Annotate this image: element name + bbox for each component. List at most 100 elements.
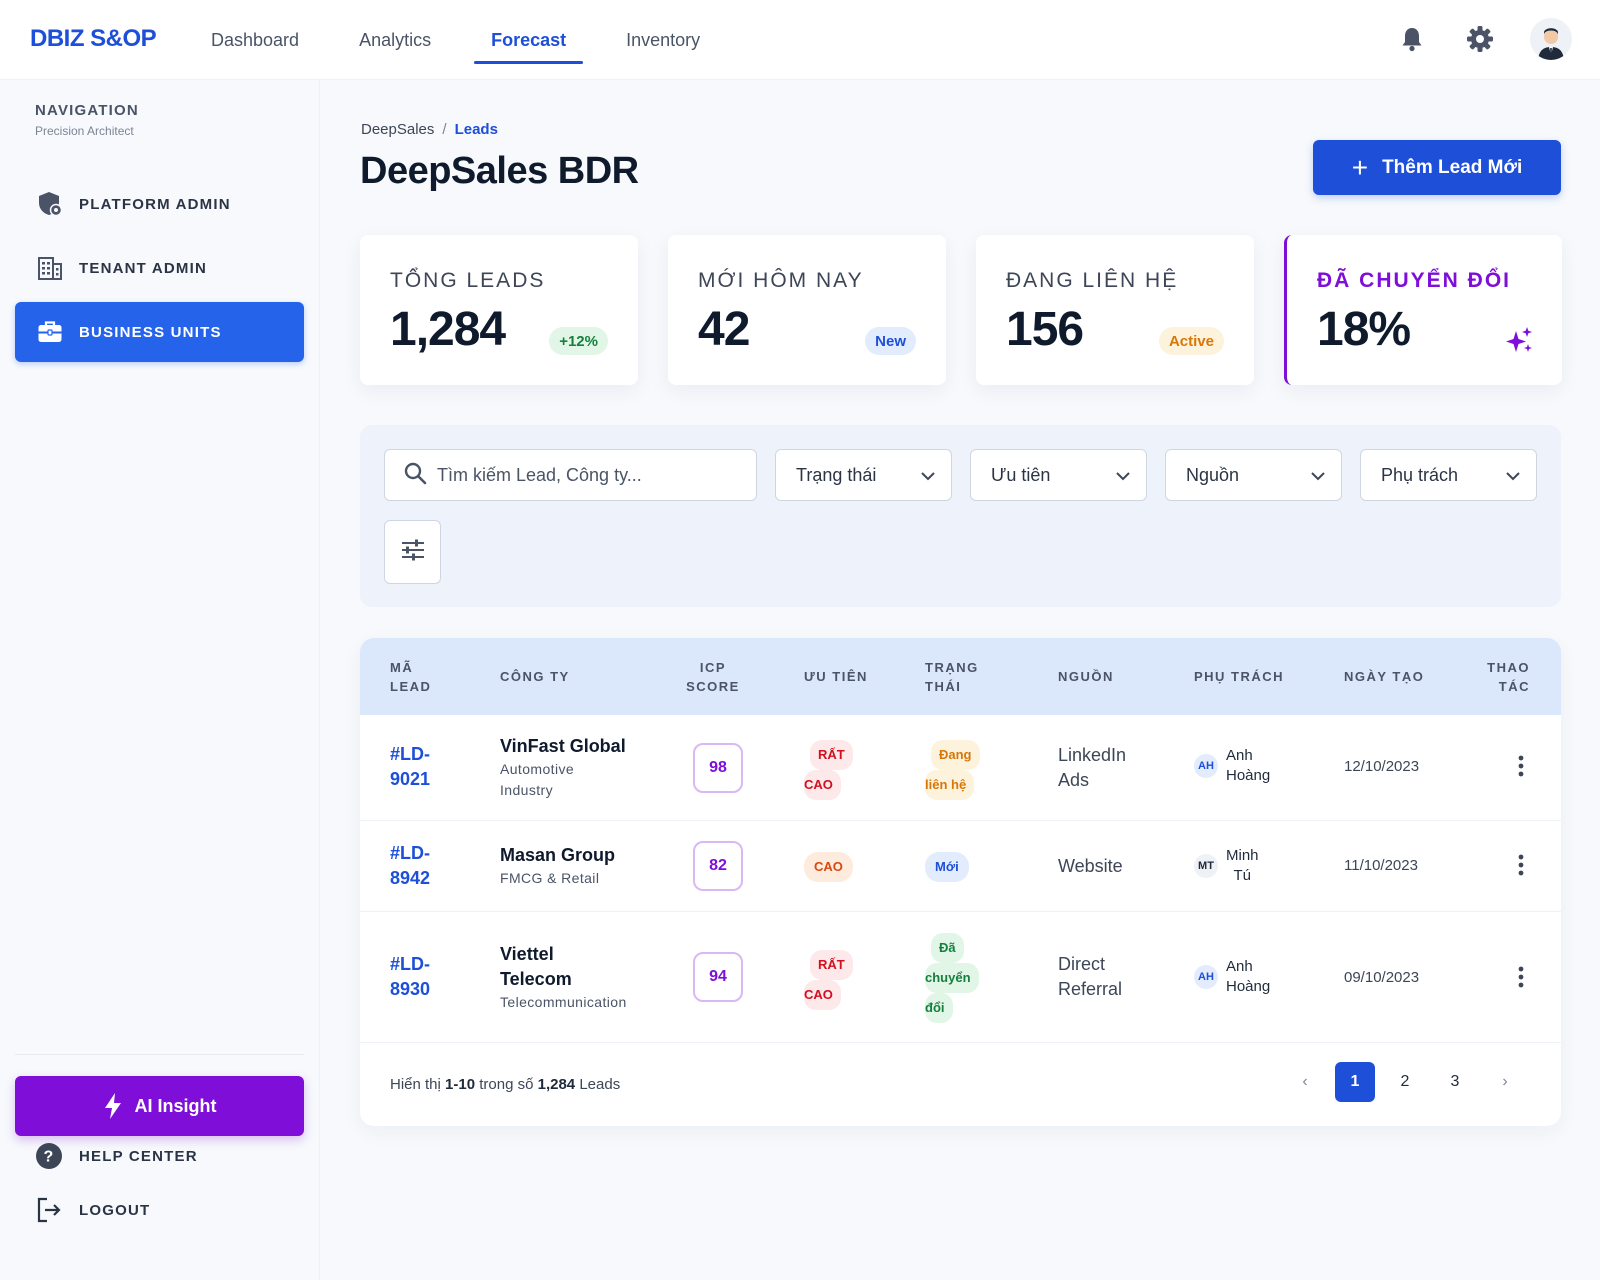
table-header: MÃ LEAD CÔNG TY ICP SCORE ƯU TIÊN TRẠNG THÁ… [360, 638, 1561, 715]
priority-filter-select[interactable]: Ưu tiên [970, 449, 1147, 501]
logout-label: LOGOUT [79, 1201, 151, 1219]
status-filter-select[interactable]: Trạng thái [775, 449, 952, 501]
sidebar-item-label: PLATFORM ADMIN [79, 195, 231, 213]
chevron-down-icon [1116, 465, 1130, 486]
sidebar: NAVIGATION Precision Architect PLATFORM … [0, 80, 320, 1280]
lead-id[interactable]: #LD- 8930 [390, 954, 431, 999]
kpi-badge: +12% [549, 327, 608, 355]
add-lead-button[interactable]: + Thêm Lead Mới [1313, 140, 1561, 195]
column-header-status[interactable]: TRẠNG THÁI [925, 660, 979, 694]
column-header-icp[interactable]: ICP SCORE [686, 660, 740, 694]
chevron-down-icon [921, 465, 935, 486]
brand-logo[interactable]: DBIZ S&OP [30, 25, 157, 52]
advanced-filter-button[interactable] [384, 520, 441, 584]
priority-badge: RẤT CAO [804, 950, 866, 1010]
created-date: 12/10/2023 [1344, 758, 1420, 775]
lead-id[interactable]: #LD- 8942 [390, 843, 431, 888]
kpi-label: TỔNG LEADS [390, 269, 546, 292]
nav-analytics[interactable]: Analytics [359, 29, 432, 50]
more-options-icon[interactable] [1511, 751, 1531, 781]
table-row[interactable]: #LD- 9021 VinFast Global Automotive Indust… [360, 715, 1561, 821]
select-label: Phụ trách [1381, 464, 1459, 485]
select-label: Nguồn [1186, 464, 1240, 485]
table-row[interactable]: #LD- 8942 Masan Group FMCG & Retail 82 CA… [360, 821, 1561, 912]
nav-inventory[interactable]: Inventory [626, 29, 701, 50]
column-header-created[interactable]: NGÀY TẠO [1344, 669, 1425, 684]
kpi-value: 156 [1006, 303, 1084, 356]
prev-page-button[interactable]: ‹ [1302, 1073, 1308, 1090]
lead-source: LinkedIn Ads [1058, 745, 1127, 790]
column-header-lead-id[interactable]: MÃ LEAD [390, 660, 432, 694]
column-header-actions: THAO TÁC [1487, 660, 1530, 694]
nav-forecast[interactable]: Forecast [474, 0, 584, 80]
sidebar-item-tenant-admin[interactable]: TENANT ADMIN [15, 238, 304, 298]
owner-name: Anh Hoàng [1226, 747, 1271, 784]
gear-icon[interactable] [1460, 19, 1500, 59]
kpi-label: ĐÃ CHUYỂN ĐỔI [1317, 269, 1512, 292]
page-button-2[interactable]: 2 [1400, 1073, 1410, 1090]
kpi-value: 42 [698, 303, 750, 356]
search-box[interactable] [384, 449, 757, 501]
bolt-icon [103, 1092, 123, 1120]
icp-score: 82 [693, 841, 743, 891]
kpi-badge: Active [1158, 327, 1224, 355]
select-label: Ưu tiên [991, 464, 1051, 485]
sidebar-item-platform-admin[interactable]: PLATFORM ADMIN [15, 174, 304, 234]
logout-link[interactable]: LOGOUT [35, 1196, 150, 1224]
table-row[interactable]: #LD- 8930 Viettel Telecom Telecommunicatio… [360, 912, 1561, 1043]
column-header-source[interactable]: NGUỒN [1058, 669, 1114, 684]
company-cell: VinFast Global Automotive Industry [500, 734, 626, 801]
breadcrumb: DeepSales / Leads [361, 121, 498, 138]
company-industry: Automotive Industry [500, 761, 575, 798]
svg-text:?: ? [44, 1149, 55, 1166]
search-input[interactable] [437, 464, 717, 486]
column-header-priority[interactable]: ƯU TIÊN [804, 669, 868, 684]
company-name: Masan Group [500, 845, 616, 865]
owner-avatar: AH [1194, 965, 1218, 989]
sidebar-header: NAVIGATION Precision Architect [35, 102, 139, 138]
owner-avatar: AH [1194, 754, 1218, 778]
building-icon [37, 255, 63, 281]
leads-table: MÃ LEAD CÔNG TY ICP SCORE ƯU TIÊN TRẠNG THÁ… [360, 638, 1561, 1126]
owner-name: Minh Tú [1226, 847, 1259, 884]
sidebar-title: NAVIGATION [35, 102, 139, 119]
status-badge: Đang liên hệ [925, 740, 987, 800]
sidebar-item-business-units[interactable]: BUSINESS UNITS [15, 302, 304, 362]
more-options-icon[interactable] [1511, 962, 1531, 992]
user-avatar[interactable] [1530, 18, 1572, 60]
kpi-value: 1,284 [390, 303, 506, 356]
help-center-link[interactable]: ? HELP CENTER [35, 1142, 198, 1170]
breadcrumb-current: Leads [454, 121, 498, 138]
source-filter-select[interactable]: Nguồn [1165, 449, 1342, 501]
company-industry: Telecommunication [500, 994, 627, 1010]
page-button-1[interactable]: 1 [1335, 1062, 1375, 1102]
next-page-button[interactable]: › [1502, 1073, 1508, 1090]
kpi-card-new-today: MỚI HÔM NAY 42 New [668, 235, 946, 385]
bell-icon[interactable] [1392, 19, 1432, 59]
lead-source: Direct Referral [1058, 954, 1123, 999]
pagination: ‹ 1 2 3 › [1275, 1062, 1525, 1102]
company-name: VinFast Global [500, 736, 626, 756]
help-icon: ? [35, 1142, 63, 1170]
logout-icon [35, 1196, 63, 1224]
column-header-company[interactable]: CÔNG TY [500, 669, 570, 684]
kpi-value: 18% [1317, 303, 1411, 356]
owner-avatar: MT [1194, 854, 1218, 878]
more-options-icon[interactable] [1511, 850, 1531, 880]
shield-icon [37, 191, 63, 217]
icp-score: 94 [693, 952, 743, 1002]
lead-id[interactable]: #LD- 9021 [390, 744, 431, 789]
icp-score: 98 [693, 743, 743, 793]
page-button-3[interactable]: 3 [1450, 1073, 1460, 1090]
column-header-owner[interactable]: PHỤ TRÁCH [1194, 669, 1285, 684]
kpi-badge: New [865, 327, 916, 355]
nav-dashboard[interactable]: Dashboard [211, 29, 300, 50]
owner-cell: AH Anh Hoàng [1194, 957, 1270, 997]
owner-cell: MT Minh Tú [1194, 846, 1259, 886]
breadcrumb-root[interactable]: DeepSales [361, 121, 435, 138]
ai-insight-button[interactable]: AI Insight [15, 1076, 304, 1136]
search-icon [403, 461, 427, 490]
owner-filter-select[interactable]: Phụ trách [1360, 449, 1537, 501]
kpi-label: MỚI HÔM NAY [698, 269, 864, 292]
priority-badge: RẤT CAO [804, 740, 866, 800]
